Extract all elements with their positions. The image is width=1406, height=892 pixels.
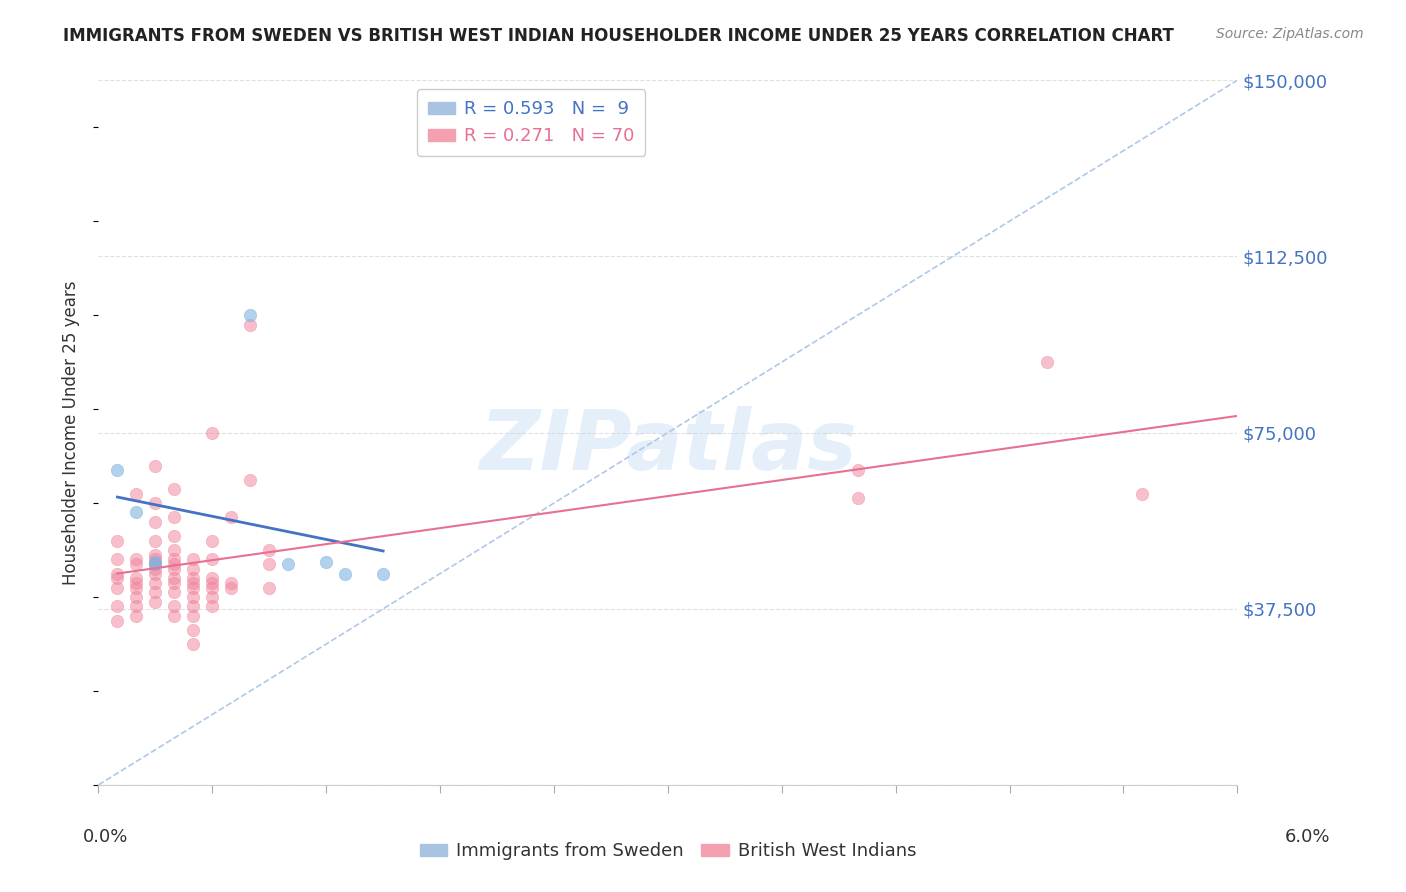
Point <box>201 590 224 604</box>
Text: ZIPatlas: ZIPatlas <box>479 406 856 487</box>
Point <box>145 566 167 581</box>
Point <box>163 552 186 566</box>
Point <box>107 581 129 595</box>
Text: 6.0%: 6.0% <box>1285 828 1330 846</box>
Point <box>145 557 167 571</box>
Point <box>125 557 148 571</box>
Point <box>183 599 205 614</box>
Point <box>163 576 186 591</box>
Point <box>107 599 129 614</box>
Point <box>163 543 186 558</box>
Point <box>125 581 148 595</box>
Point <box>107 614 129 628</box>
Point <box>259 557 281 571</box>
Point <box>1036 355 1059 369</box>
Point <box>125 590 148 604</box>
Point <box>125 571 148 585</box>
Point <box>163 529 186 543</box>
Point <box>107 533 129 548</box>
Point <box>107 552 129 566</box>
Point <box>163 510 186 524</box>
Text: IMMIGRANTS FROM SWEDEN VS BRITISH WEST INDIAN HOUSEHOLDER INCOME UNDER 25 YEARS : IMMIGRANTS FROM SWEDEN VS BRITISH WEST I… <box>63 27 1174 45</box>
Point <box>107 566 129 581</box>
Point <box>201 533 224 548</box>
Point <box>107 571 129 585</box>
Point <box>163 571 186 585</box>
Point <box>221 581 243 595</box>
Point <box>183 552 205 566</box>
Point <box>335 566 357 581</box>
Point <box>183 576 205 591</box>
Point <box>125 552 148 566</box>
Point <box>163 599 186 614</box>
Point <box>163 608 186 623</box>
Point <box>183 571 205 585</box>
Text: Source: ZipAtlas.com: Source: ZipAtlas.com <box>1216 27 1364 41</box>
Point <box>1132 486 1154 500</box>
Point <box>183 608 205 623</box>
Point <box>145 552 167 566</box>
Point <box>125 608 148 623</box>
Point <box>145 555 167 569</box>
Y-axis label: Householder Income Under 25 years: Householder Income Under 25 years <box>62 280 80 585</box>
Point <box>201 599 224 614</box>
Point <box>183 637 205 651</box>
Point <box>846 463 869 477</box>
Point <box>239 318 262 332</box>
Point <box>371 566 394 581</box>
Point <box>183 590 205 604</box>
Text: 0.0%: 0.0% <box>83 828 128 846</box>
Point <box>315 555 337 569</box>
Point <box>163 557 186 571</box>
Point <box>221 576 243 591</box>
Point <box>145 595 167 609</box>
Point <box>145 515 167 529</box>
Point <box>183 562 205 576</box>
Point <box>145 548 167 562</box>
Point <box>239 473 262 487</box>
Point <box>221 510 243 524</box>
Point <box>145 557 167 571</box>
Point <box>201 425 224 440</box>
Point <box>163 585 186 599</box>
Point <box>201 571 224 585</box>
Point <box>163 482 186 496</box>
Point <box>239 308 262 322</box>
Point <box>183 623 205 637</box>
Point <box>277 557 299 571</box>
Point <box>259 581 281 595</box>
Point <box>125 599 148 614</box>
Point <box>107 463 129 477</box>
Point <box>125 576 148 591</box>
Legend: Immigrants from Sweden, British West Indians: Immigrants from Sweden, British West Ind… <box>412 835 924 868</box>
Point <box>125 486 148 500</box>
Point <box>145 458 167 473</box>
Point <box>145 562 167 576</box>
Point <box>163 562 186 576</box>
Point <box>846 491 869 506</box>
Point <box>145 533 167 548</box>
Point <box>201 576 224 591</box>
Point <box>183 581 205 595</box>
Point <box>201 581 224 595</box>
Point <box>259 543 281 558</box>
Point <box>201 552 224 566</box>
Point <box>145 585 167 599</box>
Point <box>145 496 167 510</box>
Point <box>125 506 148 520</box>
Point <box>145 576 167 591</box>
